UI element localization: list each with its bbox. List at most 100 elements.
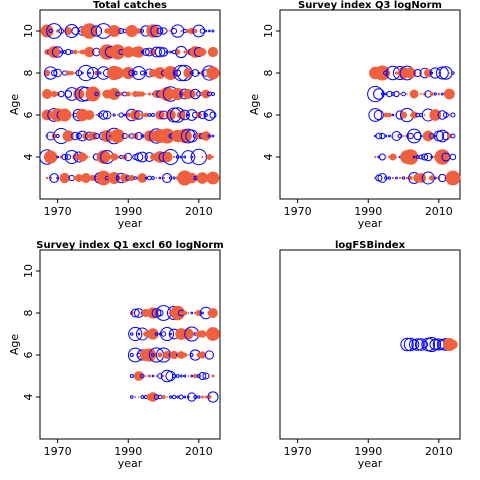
chart-panel-4: logFSBindex 1970 1990 2010 year bbox=[279, 240, 461, 470]
positive-residual-bubble bbox=[387, 112, 392, 118]
positive-residual-bubble bbox=[154, 67, 166, 79]
y-tick-label: 10 bbox=[22, 264, 35, 278]
positive-residual-bubble bbox=[133, 371, 144, 381]
plot-frame bbox=[39, 249, 221, 440]
negative-residual-bubble bbox=[200, 311, 204, 315]
positive-residual-bubble bbox=[108, 88, 121, 100]
positive-residual-bubble bbox=[405, 176, 409, 180]
negative-residual-bubble bbox=[139, 70, 145, 76]
negative-residual-bubble bbox=[433, 92, 437, 96]
panel-title: logFSBindex bbox=[335, 240, 406, 251]
negative-residual-bubble bbox=[130, 308, 140, 318]
negative-residual-bubble bbox=[386, 90, 393, 98]
positive-residual-bubble bbox=[429, 109, 442, 121]
positive-residual-bubble bbox=[125, 91, 131, 97]
positive-residual-bubble bbox=[100, 129, 114, 143]
x-tick-label: 2010 bbox=[425, 445, 453, 458]
positive-residual-bubble bbox=[198, 351, 206, 359]
positive-residual-bubble bbox=[137, 173, 148, 183]
negative-residual-bubble bbox=[407, 132, 414, 140]
positive-residual-bubble bbox=[160, 86, 175, 102]
negative-residual-bubble bbox=[384, 176, 388, 180]
x-tick-label: 1970 bbox=[44, 205, 72, 218]
negative-residual-bubble bbox=[395, 176, 398, 180]
positive-residual-bubble bbox=[116, 114, 119, 116]
negative-residual-bubble bbox=[56, 176, 59, 180]
negative-residual-bubble bbox=[421, 153, 429, 161]
negative-residual-bubble bbox=[61, 153, 68, 161]
positive-residual-bubble bbox=[206, 171, 220, 185]
negative-residual-bubble bbox=[207, 134, 212, 138]
negative-residual-bubble bbox=[383, 70, 389, 76]
negative-residual-bubble bbox=[151, 353, 155, 357]
negative-residual-bubble bbox=[180, 128, 196, 144]
positive-residual-bubble bbox=[134, 396, 137, 398]
negative-residual-bubble bbox=[419, 134, 423, 138]
positive-residual-bubble bbox=[81, 23, 98, 39]
negative-residual-bubble bbox=[130, 332, 134, 336]
x-tick-label: 1990 bbox=[114, 445, 142, 458]
positive-residual-bubble bbox=[187, 90, 196, 98]
negative-residual-bubble bbox=[140, 373, 145, 379]
positive-residual-bubble bbox=[64, 27, 73, 35]
negative-residual-bubble bbox=[430, 71, 434, 75]
positive-residual-bubble bbox=[451, 92, 455, 96]
negative-residual-bubble bbox=[197, 395, 201, 399]
positive-residual-bubble bbox=[72, 49, 78, 55]
positive-residual-bubble bbox=[392, 135, 394, 137]
positive-residual-bubble bbox=[110, 129, 125, 143]
negative-residual-bubble bbox=[435, 66, 449, 80]
y-tick-label: 4 bbox=[22, 154, 35, 161]
positive-residual-bubble bbox=[80, 173, 91, 183]
y-axis-label: Age bbox=[8, 94, 21, 116]
negative-residual-bubble bbox=[151, 176, 155, 180]
positive-residual-bubble bbox=[139, 91, 145, 97]
negative-residual-bubble bbox=[186, 113, 190, 117]
positive-residual-bubble bbox=[194, 156, 197, 158]
positive-residual-bubble bbox=[205, 156, 207, 158]
negative-residual-bubble bbox=[71, 131, 80, 141]
negative-residual-bubble bbox=[55, 133, 60, 139]
positive-residual-bubble bbox=[187, 375, 190, 377]
positive-residual-bubble bbox=[161, 151, 173, 163]
positive-residual-bubble bbox=[111, 66, 124, 80]
positive-residual-bubble bbox=[119, 134, 123, 138]
negative-residual-bubble bbox=[171, 394, 177, 400]
negative-residual-bubble bbox=[134, 131, 143, 141]
bubble-series bbox=[400, 336, 458, 353]
negative-residual-bubble bbox=[401, 176, 406, 180]
positive-residual-bubble bbox=[138, 396, 140, 398]
x-axis-label: year bbox=[118, 457, 143, 470]
positive-residual-bubble bbox=[402, 149, 419, 165]
positive-residual-bubble bbox=[56, 29, 60, 33]
negative-residual-bubble bbox=[65, 154, 72, 160]
positive-residual-bubble bbox=[91, 29, 95, 33]
negative-residual-bubble bbox=[98, 110, 109, 120]
negative-residual-bubble bbox=[424, 336, 440, 353]
negative-residual-bubble bbox=[150, 113, 155, 117]
positive-residual-bubble bbox=[58, 108, 72, 122]
positive-residual-bubble bbox=[133, 46, 145, 58]
negative-residual-bubble bbox=[449, 153, 457, 161]
negative-residual-bubble bbox=[430, 155, 434, 159]
chart-panel-2: Survey index Q3 logNorm 1970 1990 2010 year 4… bbox=[248, 0, 461, 230]
positive-residual-bubble bbox=[409, 89, 419, 99]
positive-residual-bubble bbox=[42, 89, 53, 99]
positive-residual-bubble bbox=[389, 153, 397, 161]
negative-residual-bubble bbox=[450, 112, 456, 118]
y-tick-label: 8 bbox=[22, 310, 35, 317]
negative-residual-bubble bbox=[190, 311, 194, 315]
positive-residual-bubble bbox=[182, 352, 188, 358]
positive-residual-bubble bbox=[161, 394, 166, 400]
positive-residual-bubble bbox=[374, 65, 390, 81]
negative-residual-bubble bbox=[175, 155, 180, 159]
chart-panel-3: Survey index Q1 excl 60 logNorm 1970 1990 2… bbox=[8, 240, 224, 470]
positive-residual-bubble bbox=[207, 46, 219, 58]
negative-residual-bubble bbox=[198, 372, 207, 380]
positive-residual-bubble bbox=[159, 128, 175, 144]
negative-residual-bubble bbox=[191, 69, 200, 77]
positive-residual-bubble bbox=[388, 71, 391, 75]
positive-residual-bubble bbox=[77, 152, 87, 162]
negative-residual-bubble bbox=[147, 113, 152, 117]
